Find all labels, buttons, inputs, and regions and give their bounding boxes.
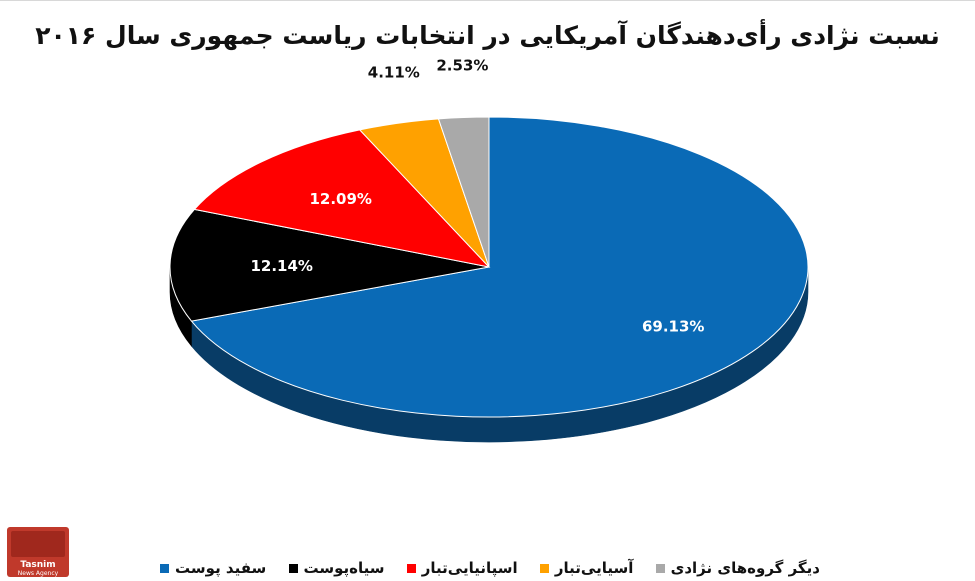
legend-item-3: آسیایی‌تبار — [539, 559, 634, 577]
legend-swatch-3 — [539, 563, 549, 573]
data-label-0: 69.13% — [642, 317, 704, 335]
legend-swatch-2 — [406, 563, 416, 573]
legend-label-0: سفید پوست — [175, 559, 267, 577]
logo-subtext: News Agency — [18, 570, 59, 577]
legend-item-0: سفید پوست — [160, 559, 266, 577]
legend-item-4: دیگر گروه‌های نژادی — [655, 559, 820, 577]
legend-item-1: سیاه‌پوست — [288, 559, 385, 577]
legend-swatch-4 — [655, 563, 665, 573]
pie-slice-0 — [190, 116, 809, 418]
pie-tops — [169, 116, 809, 418]
pie-slice-4 — [437, 116, 490, 268]
data-label-3: 4.11% — [368, 63, 420, 81]
data-label-1: 12.14% — [250, 257, 312, 275]
chart-title: نسبت نژادی رأی‌دهندگان آمریکایی در انتخا… — [35, 21, 940, 50]
legend-swatch-0 — [160, 563, 170, 573]
pie-labels: 69.13% 12.14% 12.09% 4.11% 2.53% — [250, 57, 704, 336]
legend-item-2: اسپانیایی‌تبار — [406, 559, 518, 577]
legend-label-3: آسیایی‌تبار — [554, 559, 634, 577]
legend-label-4: دیگر گروه‌های نژادی — [670, 559, 820, 577]
data-label-2: 12.09% — [309, 190, 371, 208]
logo-text: Tasnim — [20, 560, 55, 570]
tasnim-logo: Tasnim News Agency — [7, 527, 69, 577]
chart-legend: سفید پوست سیاه‌پوست اسپانیایی‌تبار آسیایی‌ت… — [160, 557, 820, 579]
pie-slice-1 — [169, 208, 490, 322]
pie-slice-2 — [193, 129, 491, 268]
legend-swatch-1 — [288, 563, 298, 573]
data-label-4: 2.53% — [436, 57, 488, 75]
legend-label-2: اسپانیایی‌تبار — [421, 559, 518, 577]
legend-label-1: سیاه‌پوست — [303, 559, 385, 577]
